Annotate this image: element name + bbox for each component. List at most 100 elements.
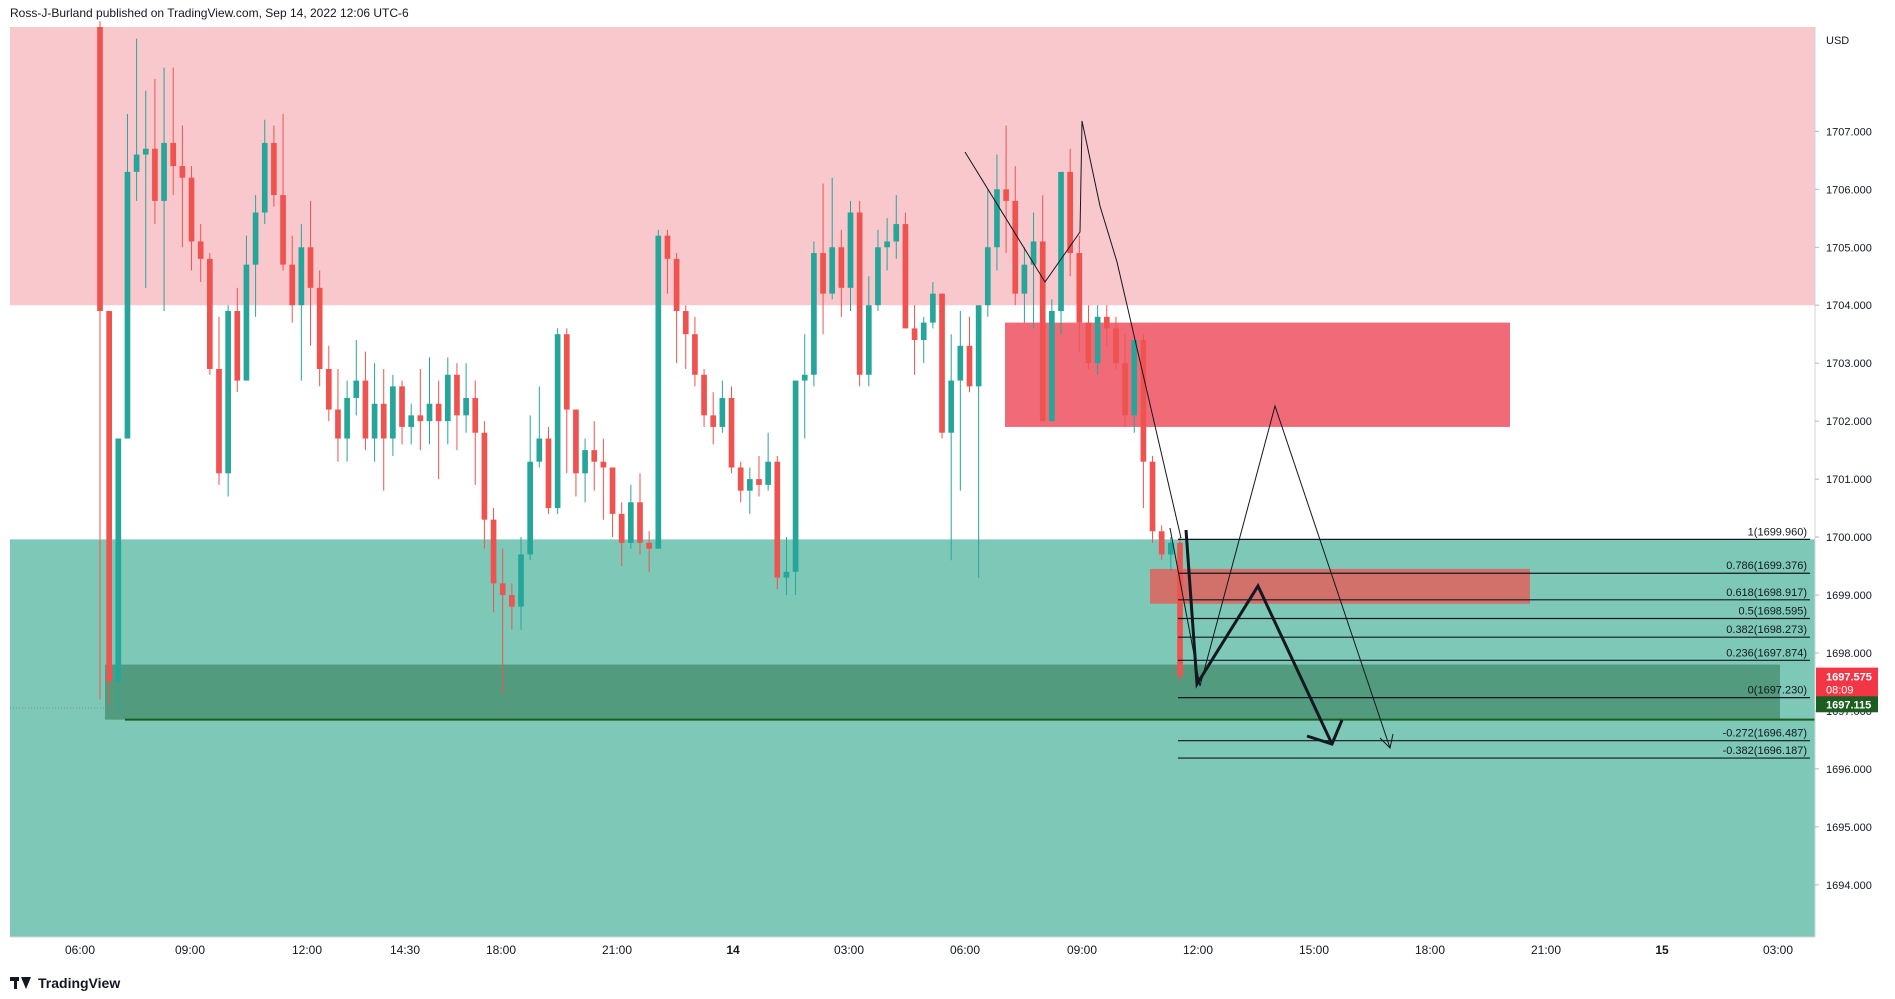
candle[interactable] bbox=[380, 368, 387, 491]
candle[interactable] bbox=[133, 38, 140, 201]
candle[interactable] bbox=[563, 328, 570, 474]
candle[interactable] bbox=[362, 351, 369, 451]
candle[interactable] bbox=[106, 311, 112, 706]
candle[interactable] bbox=[984, 189, 991, 317]
candle[interactable] bbox=[792, 380, 799, 596]
candle[interactable] bbox=[344, 380, 350, 462]
candle[interactable] bbox=[1021, 247, 1028, 323]
candle[interactable] bbox=[536, 386, 543, 468]
candle[interactable] bbox=[920, 316, 927, 364]
candle[interactable] bbox=[197, 224, 204, 283]
candle[interactable] bbox=[152, 79, 158, 225]
candle[interactable] bbox=[609, 467, 616, 538]
candle[interactable] bbox=[746, 467, 753, 514]
candle[interactable] bbox=[838, 229, 845, 317]
candle[interactable] bbox=[124, 113, 131, 439]
candle[interactable] bbox=[765, 432, 771, 491]
candle[interactable] bbox=[499, 548, 506, 694]
candle[interactable] bbox=[390, 374, 396, 456]
candle[interactable] bbox=[875, 229, 881, 312]
candle[interactable] bbox=[298, 224, 305, 381]
candle[interactable] bbox=[399, 380, 405, 445]
candle[interactable] bbox=[957, 311, 964, 491]
candle[interactable] bbox=[856, 200, 863, 387]
candle[interactable] bbox=[829, 177, 836, 300]
candle[interactable] bbox=[939, 293, 945, 439]
candle[interactable] bbox=[930, 282, 936, 329]
candle[interactable] bbox=[637, 473, 643, 555]
candle[interactable] bbox=[280, 113, 286, 271]
candle[interactable] bbox=[1158, 525, 1165, 561]
candle[interactable] bbox=[801, 334, 808, 439]
candle[interactable] bbox=[1067, 148, 1074, 277]
candle[interactable] bbox=[316, 270, 323, 387]
candle[interactable] bbox=[600, 438, 607, 520]
candle[interactable] bbox=[335, 368, 341, 462]
candle[interactable] bbox=[865, 276, 872, 387]
candle[interactable] bbox=[582, 438, 588, 503]
author-name[interactable]: Ross-J-Burland bbox=[10, 6, 93, 20]
candle[interactable] bbox=[444, 357, 451, 445]
candle[interactable] bbox=[408, 403, 415, 445]
candle[interactable] bbox=[527, 415, 534, 561]
candle[interactable] bbox=[161, 67, 167, 312]
candle[interactable] bbox=[481, 421, 488, 549]
candle[interactable] bbox=[509, 583, 515, 630]
candle[interactable] bbox=[628, 484, 634, 549]
candle[interactable] bbox=[1058, 171, 1064, 335]
candle[interactable] bbox=[884, 218, 890, 271]
candle[interactable] bbox=[1085, 305, 1092, 369]
candle[interactable] bbox=[454, 363, 460, 451]
candle[interactable] bbox=[206, 253, 213, 375]
candle[interactable] bbox=[591, 421, 598, 491]
candle[interactable] bbox=[966, 316, 973, 393]
candle[interactable] bbox=[353, 339, 360, 416]
candle[interactable] bbox=[271, 125, 277, 207]
candle[interactable] bbox=[261, 119, 268, 225]
candle[interactable] bbox=[545, 426, 552, 514]
candle[interactable] bbox=[948, 334, 955, 561]
candle[interactable] bbox=[243, 235, 250, 381]
candle[interactable] bbox=[426, 357, 433, 445]
candle[interactable] bbox=[1049, 299, 1055, 422]
candle[interactable] bbox=[847, 200, 854, 312]
candle[interactable] bbox=[1103, 305, 1110, 346]
candle[interactable] bbox=[1039, 195, 1046, 422]
candle[interactable] bbox=[490, 508, 497, 613]
candle[interactable] bbox=[911, 305, 918, 375]
candle[interactable] bbox=[188, 166, 195, 271]
candle[interactable] bbox=[701, 368, 707, 427]
footer-brand[interactable]: TradingView bbox=[10, 975, 120, 991]
candle[interactable] bbox=[655, 229, 662, 549]
candle[interactable] bbox=[728, 386, 735, 474]
candle[interactable] bbox=[1149, 455, 1156, 543]
candle[interactable] bbox=[756, 455, 762, 497]
candle[interactable] bbox=[325, 345, 332, 422]
candle[interactable] bbox=[1003, 125, 1009, 254]
candle[interactable] bbox=[618, 502, 625, 567]
candle[interactable] bbox=[692, 316, 698, 387]
candle[interactable] bbox=[1168, 537, 1174, 572]
candle[interactable] bbox=[673, 253, 680, 364]
candle[interactable] bbox=[435, 380, 442, 480]
candle[interactable] bbox=[234, 287, 241, 393]
candle[interactable] bbox=[142, 90, 149, 288]
candle[interactable] bbox=[179, 125, 186, 248]
candle[interactable] bbox=[893, 195, 900, 259]
candle[interactable] bbox=[820, 183, 826, 335]
candle[interactable] bbox=[472, 380, 479, 485]
candle[interactable] bbox=[783, 537, 790, 596]
candle[interactable] bbox=[289, 235, 296, 323]
candle[interactable] bbox=[646, 531, 652, 572]
candle[interactable] bbox=[994, 154, 1000, 271]
candle[interactable] bbox=[307, 200, 314, 346]
candle[interactable] bbox=[1122, 334, 1128, 427]
candle[interactable] bbox=[1177, 537, 1183, 682]
candle[interactable] bbox=[902, 212, 909, 329]
candle[interactable] bbox=[975, 305, 982, 578]
candle[interactable] bbox=[573, 409, 579, 497]
candle[interactable] bbox=[1012, 166, 1019, 306]
candle[interactable] bbox=[1113, 316, 1119, 369]
candle[interactable] bbox=[1094, 305, 1101, 375]
